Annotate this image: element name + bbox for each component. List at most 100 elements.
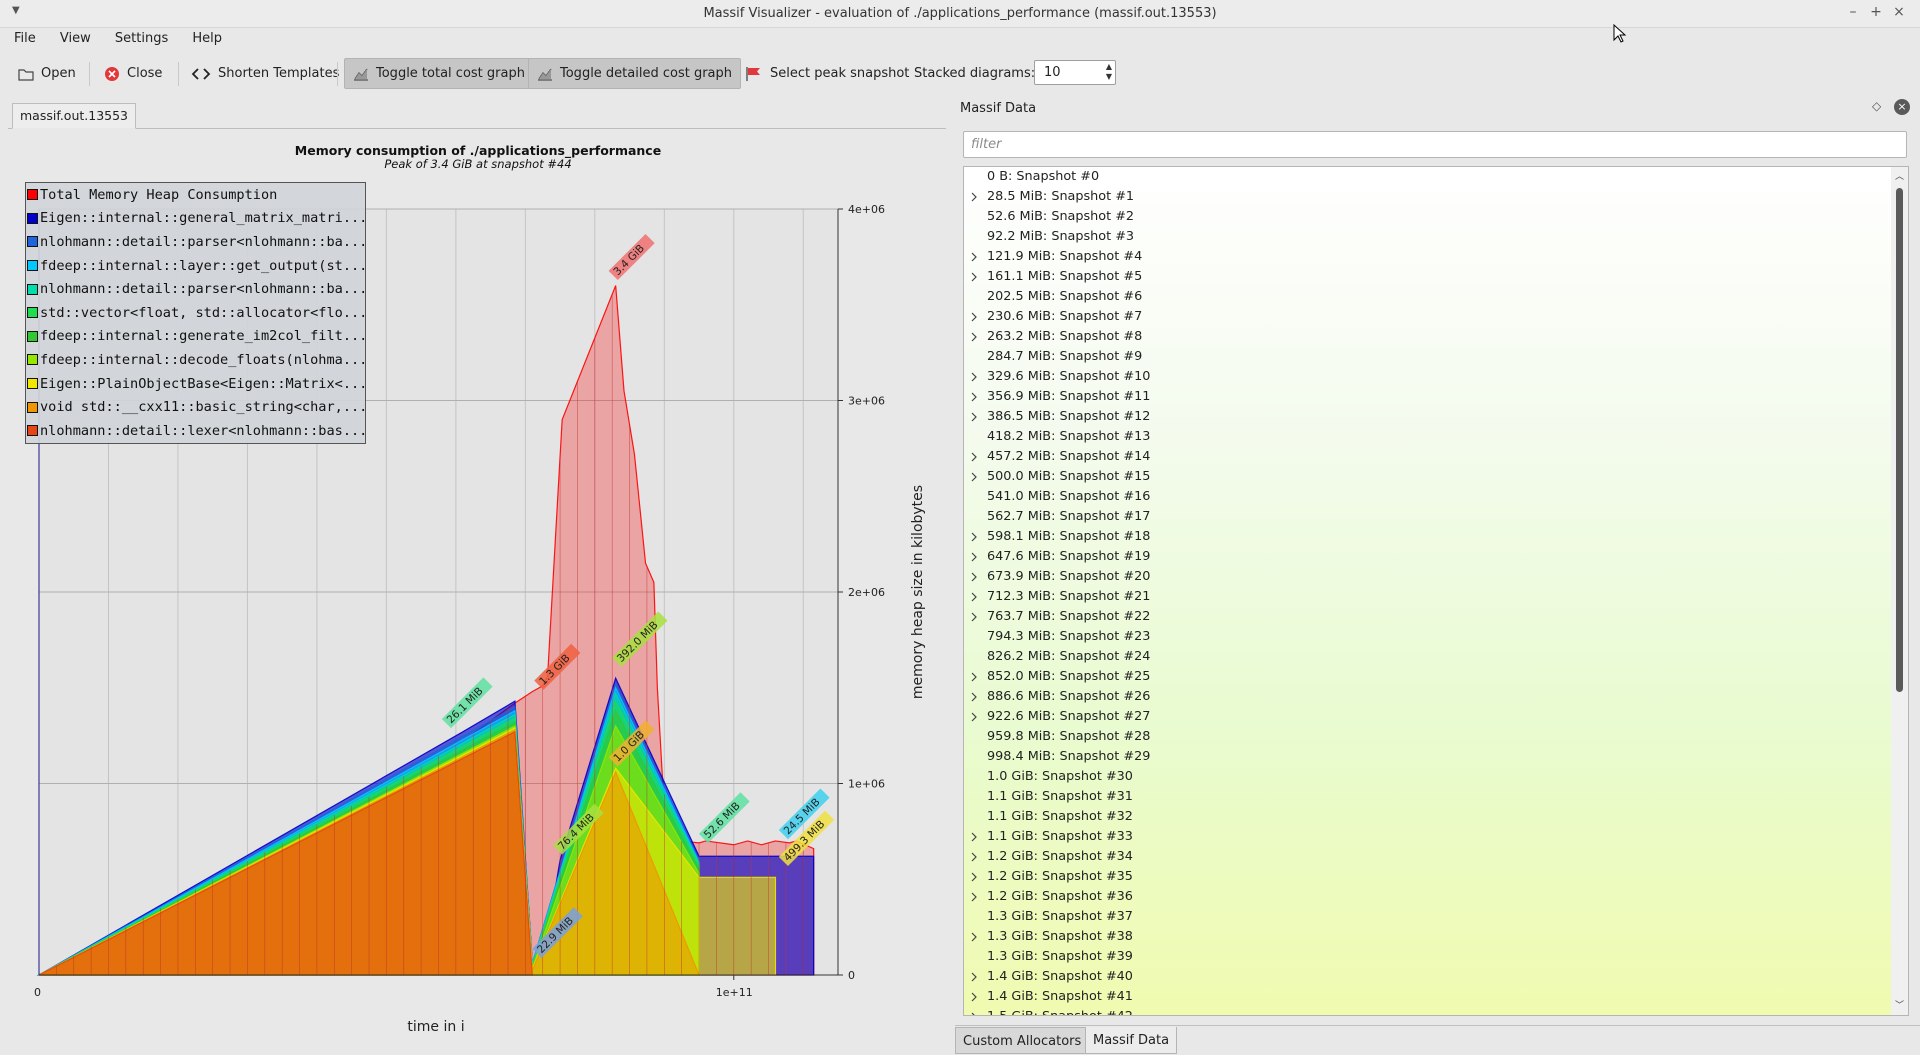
expand-arrow-icon[interactable] (970, 870, 980, 884)
tab-massif-data[interactable]: Massif Data (1085, 1027, 1178, 1054)
close-window-icon[interactable]: × (1893, 4, 1905, 20)
snapshot-row[interactable]: 959.8 MiB: Snapshot #28 (964, 727, 1889, 747)
close-button[interactable]: Close (96, 58, 170, 89)
expand-arrow-icon[interactable] (970, 190, 980, 204)
snapshot-row[interactable]: 826.2 MiB: Snapshot #24 (964, 647, 1889, 667)
snapshot-row[interactable]: 712.3 MiB: Snapshot #21 (964, 587, 1889, 607)
snapshot-row[interactable]: 562.7 MiB: Snapshot #17 (964, 507, 1889, 527)
expand-arrow-icon[interactable] (970, 470, 980, 484)
snapshot-row[interactable]: 1.1 GiB: Snapshot #32 (964, 807, 1889, 827)
snapshot-row[interactable]: 161.1 MiB: Snapshot #5 (964, 267, 1889, 287)
snapshot-row[interactable]: 52.6 MiB: Snapshot #2 (964, 207, 1889, 227)
select-peak-button[interactable]: Select peak snapshot (737, 58, 917, 89)
expand-arrow-icon[interactable] (970, 670, 980, 684)
expand-arrow-icon[interactable] (970, 330, 980, 344)
maximize-icon[interactable]: + (1870, 4, 1882, 20)
snapshot-row[interactable]: 886.6 MiB: Snapshot #26 (964, 687, 1889, 707)
snapshot-row[interactable]: 541.0 MiB: Snapshot #16 (964, 487, 1889, 507)
stacked-diagrams-spinbox[interactable]: 10 ▲ ▼ (1034, 60, 1116, 85)
open-button[interactable]: Open (10, 58, 84, 89)
snapshot-row[interactable]: 263.2 MiB: Snapshot #8 (964, 327, 1889, 347)
close-dock-icon[interactable]: × (1894, 99, 1910, 115)
snapshot-row[interactable]: 1.0 GiB: Snapshot #30 (964, 767, 1889, 787)
menu-file[interactable]: File (14, 31, 36, 46)
snapshot-row[interactable]: 1.2 GiB: Snapshot #35 (964, 867, 1889, 887)
snapshot-row[interactable]: 763.7 MiB: Snapshot #22 (964, 607, 1889, 627)
scroll-down-icon[interactable]: ﹀ (1895, 1001, 1905, 1011)
expand-arrow-icon[interactable] (970, 990, 980, 1004)
expand-arrow-icon[interactable] (970, 610, 980, 624)
scrollbar-thumb[interactable] (1896, 188, 1903, 692)
snapshot-row[interactable]: 418.2 MiB: Snapshot #13 (964, 427, 1889, 447)
expand-arrow-icon[interactable] (970, 450, 980, 464)
snapshot-row[interactable]: 0 B: Snapshot #0 (964, 167, 1889, 187)
tab-massif-file[interactable]: massif.out.13553 (12, 103, 137, 129)
x-axis-label: time in i (407, 1019, 464, 1035)
snapshot-row[interactable]: 1.3 GiB: Snapshot #37 (964, 907, 1889, 927)
expand-arrow-icon[interactable] (970, 530, 980, 544)
snapshot-tree[interactable]: 0 B: Snapshot #0 28.5 MiB: Snapshot #1 52.… (963, 166, 1909, 1016)
expand-arrow-icon[interactable] (970, 850, 980, 864)
toggle-detailed-cost-button[interactable]: Toggle detailed cost graph (528, 58, 742, 89)
expand-arrow-icon[interactable] (970, 550, 980, 564)
expand-arrow-icon[interactable] (970, 310, 980, 324)
snapshot-row[interactable]: 1.2 GiB: Snapshot #34 (964, 847, 1889, 867)
menu-settings[interactable]: Settings (114, 31, 169, 46)
snapshot-row[interactable]: 1.1 GiB: Snapshot #31 (964, 787, 1889, 807)
snapshot-row[interactable]: 647.6 MiB: Snapshot #19 (964, 547, 1889, 567)
scroll-up-icon[interactable]: ︿ (1895, 172, 1905, 182)
snapshot-row[interactable]: 922.6 MiB: Snapshot #27 (964, 707, 1889, 727)
shorten-templates-button[interactable]: Shorten Templates (183, 58, 347, 89)
snapshot-row[interactable]: 457.2 MiB: Snapshot #14 (964, 447, 1889, 467)
spin-up-icon[interactable]: ▲ (1105, 62, 1112, 71)
snapshot-row[interactable]: 852.0 MiB: Snapshot #25 (964, 667, 1889, 687)
expand-arrow-icon[interactable] (970, 370, 980, 384)
float-dock-icon[interactable]: ◇ (1872, 99, 1882, 113)
snapshot-row[interactable]: 121.9 MiB: Snapshot #4 (964, 247, 1889, 267)
snapshot-row[interactable]: 598.1 MiB: Snapshot #18 (964, 527, 1889, 547)
expand-arrow-icon[interactable] (970, 830, 980, 844)
expand-arrow-icon[interactable] (970, 270, 980, 284)
snapshot-row[interactable]: 998.4 MiB: Snapshot #29 (964, 747, 1889, 767)
expand-arrow-icon[interactable] (970, 1010, 980, 1016)
expand-arrow-icon[interactable] (970, 390, 980, 404)
snapshot-row[interactable]: 1.4 GiB: Snapshot #41 (964, 987, 1889, 1007)
spin-down-icon[interactable]: ▼ (1105, 72, 1112, 81)
snapshot-row[interactable]: 1.5 GiB: Snapshot #42 (964, 1007, 1889, 1016)
toggle-total-cost-button[interactable]: Toggle total cost graph (344, 58, 534, 89)
snapshot-row[interactable]: 202.5 MiB: Snapshot #6 (964, 287, 1889, 307)
minimize-icon[interactable]: – (1849, 4, 1857, 20)
snapshot-row[interactable]: 1.2 GiB: Snapshot #36 (964, 887, 1889, 907)
expand-arrow-icon[interactable] (970, 890, 980, 904)
expand-arrow-icon[interactable] (970, 250, 980, 264)
snapshot-row[interactable]: 794.3 MiB: Snapshot #23 (964, 627, 1889, 647)
window-menu-icon[interactable]: ▼ (12, 5, 20, 16)
snapshot-row[interactable]: 673.9 MiB: Snapshot #20 (964, 567, 1889, 587)
menu-view[interactable]: View (59, 31, 91, 46)
snapshot-row[interactable]: 284.7 MiB: Snapshot #9 (964, 347, 1889, 367)
expand-arrow-icon[interactable] (970, 930, 980, 944)
tab-custom-allocators[interactable]: Custom Allocators (955, 1027, 1090, 1054)
filter-input[interactable]: filter (963, 131, 1907, 158)
expand-arrow-icon[interactable] (970, 590, 980, 604)
expand-arrow-icon[interactable] (970, 570, 980, 584)
tree-scrollbar[interactable]: ︿ ﹀ (1891, 167, 1908, 1015)
snapshot-row[interactable]: 1.1 GiB: Snapshot #33 (964, 827, 1889, 847)
code-brackets-icon (191, 67, 211, 80)
snapshot-row[interactable]: 92.2 MiB: Snapshot #3 (964, 227, 1889, 247)
snapshot-row[interactable]: 329.6 MiB: Snapshot #10 (964, 367, 1889, 387)
expand-arrow-icon[interactable] (970, 410, 980, 424)
snapshot-row[interactable]: 386.5 MiB: Snapshot #12 (964, 407, 1889, 427)
expand-arrow-icon[interactable] (970, 970, 980, 984)
expand-arrow-icon[interactable] (970, 710, 980, 724)
snapshot-row[interactable]: 1.4 GiB: Snapshot #40 (964, 967, 1889, 987)
expand-arrow-icon[interactable] (970, 690, 980, 704)
snapshot-row[interactable]: 1.3 GiB: Snapshot #38 (964, 927, 1889, 947)
snapshot-row[interactable]: 356.9 MiB: Snapshot #11 (964, 387, 1889, 407)
snapshot-row[interactable]: 28.5 MiB: Snapshot #1 (964, 187, 1889, 207)
snapshot-row[interactable]: 230.6 MiB: Snapshot #7 (964, 307, 1889, 327)
snapshot-row[interactable]: 500.0 MiB: Snapshot #15 (964, 467, 1889, 487)
menu-help[interactable]: Help (192, 31, 223, 46)
chart-area[interactable]: 0 1e+06 2e+06 3e+06 4e+06 0 1e+11 Memory consum… (0, 130, 950, 1055)
snapshot-row[interactable]: 1.3 GiB: Snapshot #39 (964, 947, 1889, 967)
